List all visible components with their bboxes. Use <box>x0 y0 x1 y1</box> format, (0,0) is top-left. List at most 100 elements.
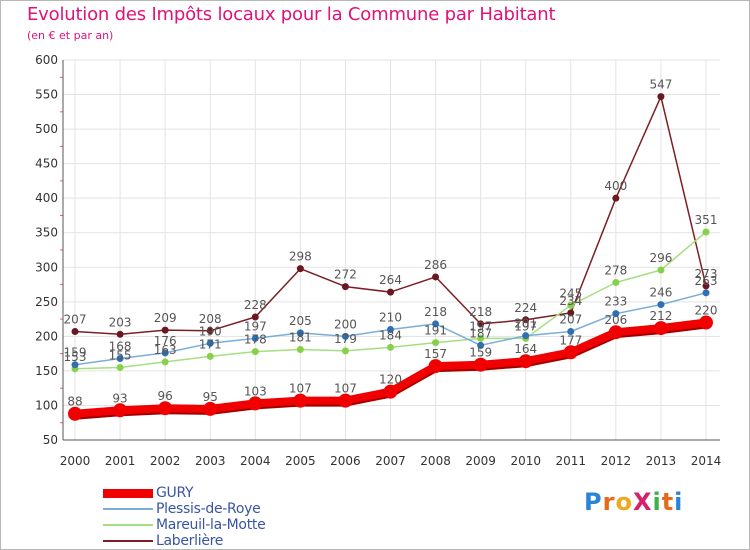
y-tick-label: 50 <box>43 433 58 447</box>
data-point-laberli-re <box>657 93 665 101</box>
data-point-mareuil-la-motte <box>296 345 304 353</box>
data-label-mareuil-la-motte: 155 <box>109 348 132 362</box>
legend-swatch-mareuil-la-motte <box>103 524 153 526</box>
x-tick-label: 2011 <box>556 454 587 468</box>
data-label-gury: 96 <box>158 389 173 403</box>
data-label-laberli-re: 208 <box>199 312 222 326</box>
data-point-laberli-re <box>251 313 259 321</box>
y-tick-label: 450 <box>35 157 58 171</box>
logo-letter: X <box>632 488 653 516</box>
x-tick-label: 2003 <box>195 454 226 468</box>
data-point-plessis-de-roye <box>116 354 124 362</box>
data-label-plessis-de-roye: 201 <box>514 317 537 331</box>
y-tick-label: 600 <box>35 53 58 67</box>
data-label-mareuil-la-motte: 191 <box>424 324 447 338</box>
data-label-plessis-de-roye: 263 <box>695 274 718 288</box>
data-label-gury: 159 <box>469 346 492 360</box>
data-point-mareuil-la-motte <box>477 334 485 342</box>
data-point-gury <box>68 406 82 421</box>
legend-item-gury: GURY <box>103 485 265 501</box>
y-tick-label: 100 <box>35 398 58 412</box>
data-point-plessis-de-roye <box>432 320 440 328</box>
data-label-gury: 220 <box>695 304 718 318</box>
data-label-plessis-de-roye: 207 <box>559 313 582 327</box>
data-label-gury: 107 <box>289 382 312 396</box>
data-label-gury: 206 <box>604 313 627 327</box>
data-label-laberli-re: 224 <box>514 301 537 315</box>
data-point-gury <box>699 315 713 330</box>
data-point-plessis-de-roye <box>657 301 665 309</box>
data-label-gury: 120 <box>379 373 402 387</box>
data-label-gury: 107 <box>334 382 357 396</box>
data-label-laberli-re: 234 <box>559 294 582 308</box>
data-point-laberli-re <box>477 320 485 328</box>
data-point-plessis-de-roye <box>702 289 710 297</box>
data-point-plessis-de-roye <box>477 341 485 349</box>
data-label-mareuil-la-motte: 197 <box>469 319 492 333</box>
data-point-gury <box>518 354 533 369</box>
x-tick-label: 2005 <box>285 454 316 468</box>
x-tick-label: 2012 <box>601 454 632 468</box>
data-label-plessis-de-roye: 159 <box>64 346 87 360</box>
data-point-gury <box>473 357 488 372</box>
legend-label-gury: GURY <box>156 485 194 501</box>
data-label-mareuil-la-motte: 245 <box>559 286 582 300</box>
x-tick-label: 2001 <box>105 454 136 468</box>
data-label-gury: 212 <box>649 309 672 323</box>
data-point-mareuil-la-motte <box>567 301 575 309</box>
x-tick-label: 2008 <box>420 454 451 468</box>
legend-label-mareuil-la-motte: Mareuil-la-Motte <box>156 517 266 533</box>
data-label-mareuil-la-motte: 179 <box>334 332 357 346</box>
x-tick-label: 2013 <box>646 454 677 468</box>
data-label-plessis-de-roye: 168 <box>109 339 132 353</box>
x-tick-label: 2007 <box>375 454 406 468</box>
data-label-plessis-de-roye: 246 <box>649 286 672 300</box>
data-point-laberli-re <box>567 309 575 317</box>
data-point-gury <box>563 345 578 360</box>
data-label-plessis-de-roye: 205 <box>289 314 312 328</box>
data-point-plessis-de-roye <box>296 329 304 337</box>
data-point-mareuil-la-motte <box>341 347 349 355</box>
data-label-gury: 95 <box>203 390 218 404</box>
x-tick-label: 2014 <box>691 454 722 468</box>
data-point-laberli-re <box>71 328 79 336</box>
legend-swatch-laberli-re <box>103 540 153 542</box>
legend-swatch-gury <box>103 488 153 498</box>
data-point-plessis-de-roye <box>567 328 575 336</box>
data-label-mareuil-la-motte: 351 <box>695 213 718 227</box>
legend-item-mareuil-la-motte: Mareuil-la-Motte <box>103 517 266 533</box>
data-point-laberli-re <box>387 288 394 296</box>
data-label-plessis-de-roye: 197 <box>244 319 267 333</box>
chart-legend: GURY Plessis-de-Roye Mareuil-la-Motte Laber… <box>103 485 266 549</box>
y-tick-label: 300 <box>35 260 58 274</box>
data-label-mareuil-la-motte: 178 <box>244 333 267 347</box>
data-point-mareuil-la-motte <box>612 278 620 286</box>
data-label-plessis-de-roye: 200 <box>334 317 357 331</box>
data-point-mareuil-la-motte <box>657 266 665 274</box>
data-label-gury: 177 <box>559 333 582 347</box>
y-tick-label: 500 <box>35 122 58 136</box>
y-tick-label: 150 <box>35 364 58 378</box>
data-label-plessis-de-roye: 218 <box>424 305 447 319</box>
plot-area <box>63 60 720 440</box>
data-label-laberli-re: 286 <box>424 258 447 272</box>
data-label-mareuil-la-motte: 181 <box>289 330 312 344</box>
data-label-plessis-de-roye: 210 <box>379 310 402 324</box>
data-label-laberli-re: 272 <box>334 268 357 282</box>
legend-swatch-plessis-de-roye <box>103 508 153 510</box>
data-label-laberli-re: 298 <box>289 250 312 264</box>
data-point-laberli-re <box>702 282 710 290</box>
data-point-mareuil-la-motte <box>116 363 124 371</box>
data-point-mareuil-la-motte <box>161 358 169 366</box>
data-label-mareuil-la-motte: 184 <box>379 328 402 342</box>
legend-label-laberli-re: Laberlière <box>156 533 224 549</box>
data-label-laberli-re: 547 <box>649 78 672 92</box>
data-label-laberli-re: 400 <box>604 179 627 193</box>
data-label-laberli-re: 228 <box>244 298 267 312</box>
data-label-mareuil-la-motte: 163 <box>154 343 177 357</box>
y-tick-label: 550 <box>35 88 58 102</box>
x-tick-label: 2004 <box>240 454 271 468</box>
data-point-laberli-re <box>432 273 440 281</box>
data-point-laberli-re <box>522 316 530 324</box>
data-point-gury <box>248 396 263 411</box>
